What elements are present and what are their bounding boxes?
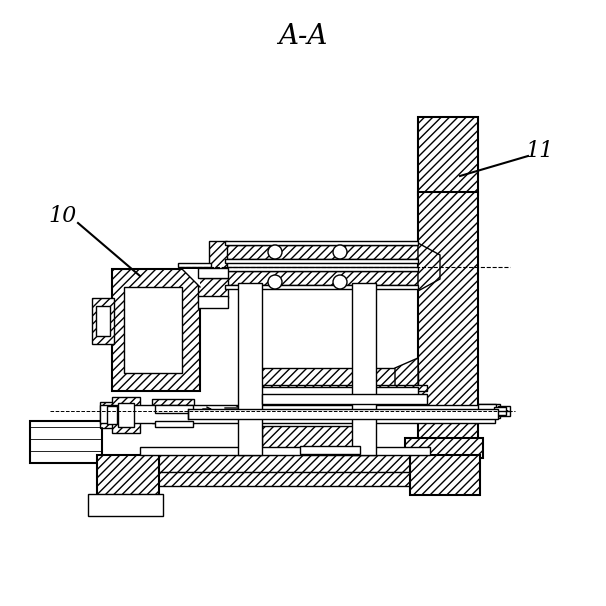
Polygon shape — [395, 358, 418, 388]
Bar — [300, 446, 360, 454]
Bar — [225, 285, 418, 289]
Bar — [225, 271, 418, 285]
Bar — [418, 192, 478, 440]
Bar — [494, 407, 506, 415]
Bar — [188, 409, 498, 419]
Bar — [107, 406, 117, 424]
Polygon shape — [182, 269, 200, 287]
Bar — [238, 283, 262, 455]
Circle shape — [333, 245, 347, 259]
Bar — [118, 403, 134, 427]
Bar — [30, 421, 102, 463]
Bar — [97, 455, 159, 495]
Bar — [243, 387, 418, 399]
Bar — [100, 402, 120, 428]
Bar — [478, 404, 496, 418]
Bar — [225, 267, 418, 271]
Bar — [140, 472, 430, 486]
Bar — [410, 455, 480, 495]
Bar — [198, 296, 228, 308]
Bar — [92, 298, 114, 344]
Circle shape — [268, 275, 282, 289]
Bar — [225, 241, 418, 245]
Bar — [112, 269, 200, 391]
Bar — [225, 259, 418, 263]
Bar — [112, 397, 140, 433]
Bar — [243, 368, 418, 388]
Bar — [225, 245, 418, 259]
Bar — [262, 385, 427, 391]
Text: 10: 10 — [49, 205, 77, 227]
Bar — [352, 283, 376, 455]
Text: 11: 11 — [526, 140, 554, 162]
Bar — [155, 421, 193, 427]
Bar — [140, 447, 430, 455]
Bar — [100, 405, 495, 423]
Bar — [178, 263, 211, 267]
Bar — [498, 406, 510, 416]
Circle shape — [333, 275, 347, 289]
Bar — [124, 287, 182, 373]
Bar — [405, 438, 483, 458]
Bar — [209, 241, 227, 293]
Bar — [152, 399, 194, 423]
Bar — [96, 306, 110, 336]
Bar — [478, 404, 500, 418]
Bar — [198, 278, 228, 298]
Text: A-A: A-A — [278, 22, 328, 50]
Bar — [198, 268, 228, 278]
Bar — [262, 394, 427, 404]
Bar — [140, 455, 430, 473]
Bar — [262, 426, 357, 448]
Bar — [155, 405, 193, 413]
Bar — [88, 494, 163, 516]
Polygon shape — [418, 243, 440, 291]
Bar — [418, 117, 478, 195]
Circle shape — [268, 245, 282, 259]
